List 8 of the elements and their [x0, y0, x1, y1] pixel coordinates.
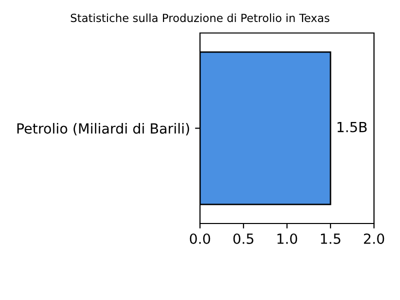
y-tick-label: Petrolio (Miliardi di Barili) — [17, 122, 190, 136]
x-tick-label: 1.0 — [277, 233, 298, 244]
data-label: 1.5B — [338, 122, 367, 132]
x-tick-label: 0.0 — [190, 233, 210, 244]
x-tick-label: 1.5 — [320, 234, 340, 244]
x-tick-label: 2.0 — [364, 233, 384, 244]
chart-title: Statistiche sulla Produzione di Petrolio in Texas — [70, 14, 330, 22]
x-tick-label: 0.5 — [233, 233, 254, 244]
